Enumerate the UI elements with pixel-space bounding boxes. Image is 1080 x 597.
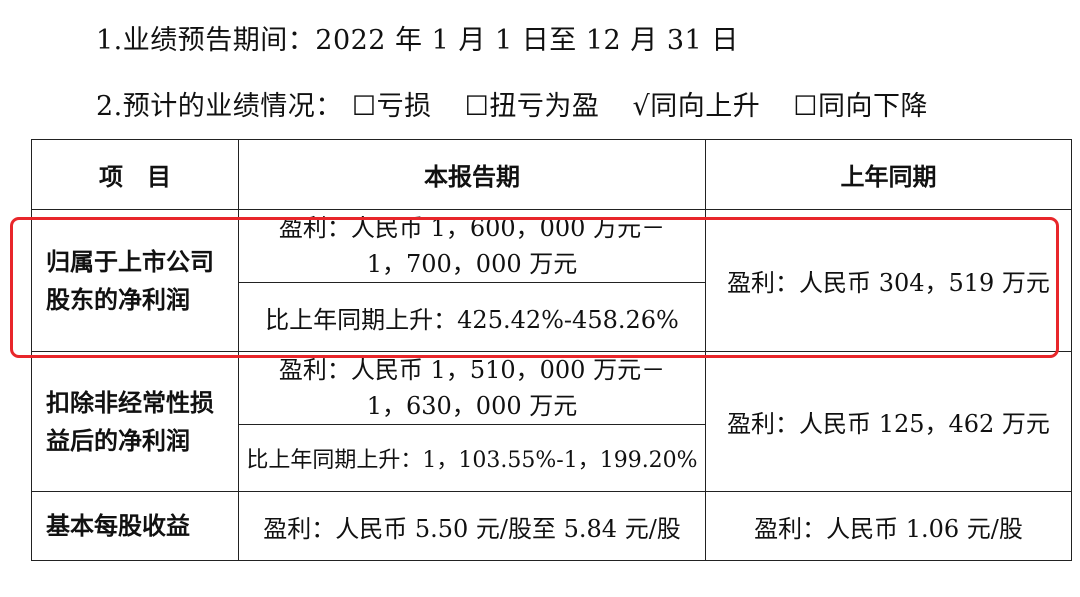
table-header-row: 项 目 本报告期 上年同期 — [31, 139, 1072, 210]
table-row: 基本每股收益 盈利：人民币 5.50 元/股至 5.84 元/股 盈利：人民币 … — [31, 491, 1072, 561]
eps-prior: 盈利：人民币 1.06 元/股 — [705, 491, 1072, 561]
option-increase: √同向上升 — [632, 91, 761, 122]
option-loss: ☐亏损 — [351, 91, 432, 122]
checkbox-empty-icon: ☐ — [464, 91, 490, 122]
forecast-type-line: 2.预计的业绩情况： ☐亏损 ☐扭亏为盈 √同向上升 ☐同向下降 — [96, 84, 952, 123]
net-profit-prior: 盈利：人民币 304，519 万元 — [705, 209, 1072, 352]
option-turnaround: ☐扭亏为盈 — [464, 91, 600, 122]
header-item: 项 目 — [31, 139, 239, 210]
forecast-period-text: 1.业绩预告期间：2022 年 1 月 1 日至 12 月 31 日 — [96, 25, 739, 56]
table-row: 扣除非经常性损 益后的净利润 盈利：人民币 1，510，000 万元－ 1，63… — [31, 351, 1072, 492]
net-profit-change: 比上年同期上升：425.42%-458.26% — [238, 282, 706, 352]
forecast-period-line: 1.业绩预告期间：2022 年 1 月 1 日至 12 月 31 日 — [96, 18, 739, 57]
row-label-adjusted-net-profit: 扣除非经常性损 益后的净利润 — [31, 351, 239, 492]
option-decrease: ☐同向下降 — [793, 91, 929, 122]
highlight-box — [10, 217, 1059, 358]
adjusted-net-profit-prior: 盈利：人民币 125，462 万元 — [705, 351, 1072, 492]
eps-current: 盈利：人民币 5.50 元/股至 5.84 元/股 — [238, 491, 706, 561]
table-row: 比上年同期上升：425.42%-458.26% — [32, 282, 1072, 352]
checkmark-icon: √ — [632, 91, 651, 122]
header-prior-period: 上年同期 — [705, 139, 1072, 210]
adjusted-net-profit-change: 比上年同期上升：1，103.55%-1，199.20% — [238, 424, 706, 492]
checkbox-empty-icon: ☐ — [351, 91, 377, 122]
table-row: 比上年同期上升：1，103.55%-1，199.20% — [32, 424, 1072, 492]
checkbox-empty-icon: ☐ — [793, 91, 819, 122]
adjusted-net-profit-current: 盈利：人民币 1，510，000 万元－ 1，630，000 万元 — [238, 351, 706, 425]
header-current-period: 本报告期 — [238, 139, 706, 210]
row-label-eps: 基本每股收益 — [31, 491, 239, 561]
forecast-type-prefix: 2.预计的业绩情况： — [96, 91, 343, 122]
